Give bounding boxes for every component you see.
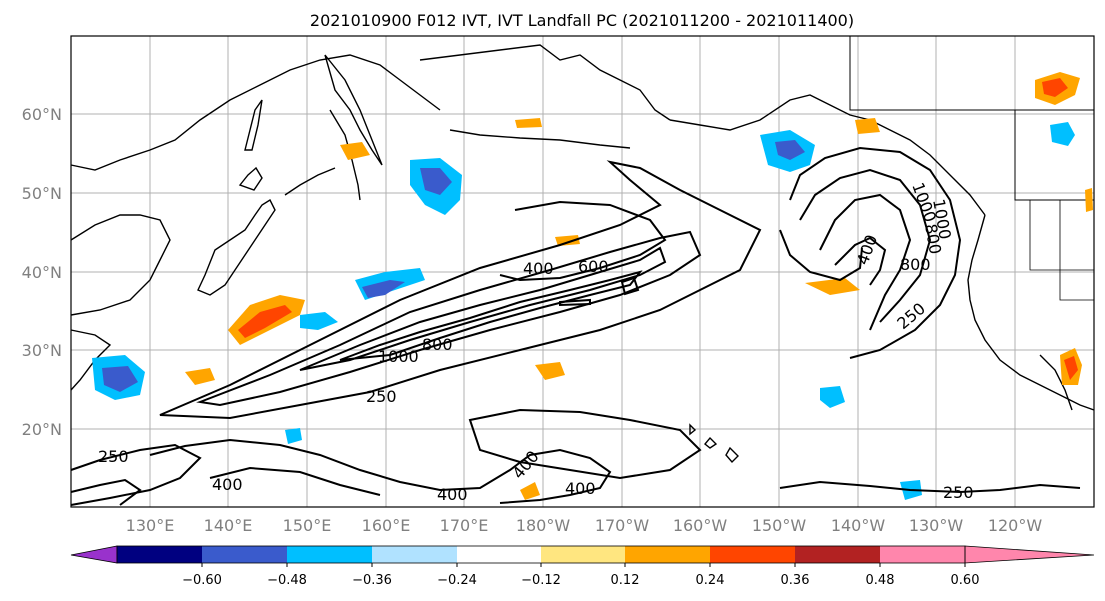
contour-label: 1000 xyxy=(378,347,419,366)
colorbar-tick-label: 0.24 xyxy=(696,573,725,588)
contour-label: 600 xyxy=(578,257,609,276)
colorbar-tick-label: 0.60 xyxy=(951,573,980,588)
lon-label: 150°E xyxy=(283,516,332,535)
colorbar-segment xyxy=(541,546,625,563)
colorbar-tick-label: −0.60 xyxy=(182,573,222,588)
colorbar-segment xyxy=(202,546,287,563)
colorbar-tick-label: 0.36 xyxy=(781,573,810,588)
lat-label: 50°N xyxy=(22,184,62,203)
lat-label: 60°N xyxy=(22,105,62,124)
colorbar-segment xyxy=(795,546,880,563)
lat-label: 40°N xyxy=(22,263,62,282)
colorbar-segment xyxy=(457,546,541,563)
contour-label: 800 xyxy=(900,255,931,274)
colorbar-tick-label: −0.12 xyxy=(521,573,561,588)
lon-label: 140°E xyxy=(204,516,253,535)
colorbar-ticks xyxy=(201,563,966,567)
lon-label: 140°W xyxy=(831,516,886,535)
contour-label: 400 xyxy=(437,485,468,504)
map-area: 400 600 800 1000 800 1000 250 400 800 10… xyxy=(70,35,1095,508)
lon-label: 170°E xyxy=(440,516,489,535)
contour-label: 400 xyxy=(565,479,596,498)
colorbar: −0.60 −0.48 −0.36 −0.24 −0.12 0.12 0.24 … xyxy=(70,545,1095,588)
pc-shading xyxy=(92,72,1093,500)
colorbar-extend-min xyxy=(70,545,118,564)
colorbar-segment xyxy=(625,546,710,563)
lon-label: 160°E xyxy=(362,516,411,535)
contour-label: 250 xyxy=(943,483,974,502)
colorbar-extend-max xyxy=(964,545,1095,564)
colorbar-segment xyxy=(372,546,457,563)
lon-label: 130°W xyxy=(909,516,964,535)
lon-label: 150°W xyxy=(752,516,807,535)
colorbar-tick-label: 0.48 xyxy=(866,573,895,588)
colorbar-tick-label: −0.36 xyxy=(352,573,392,588)
colorbar-segment xyxy=(880,546,965,563)
lon-label: 170°W xyxy=(595,516,650,535)
lat-label: 20°N xyxy=(22,420,62,439)
colorbar-segment xyxy=(117,546,202,563)
colorbar-tick-labels: −0.60 −0.48 −0.36 −0.24 −0.12 0.12 0.24 … xyxy=(182,573,979,588)
lon-label: 160°W xyxy=(673,516,728,535)
contour-label: 400 xyxy=(523,259,554,278)
lat-label: 30°N xyxy=(22,341,62,360)
lon-label: 120°W xyxy=(988,516,1043,535)
coastlines xyxy=(70,36,1095,464)
map-title: 2021010900 F012 IVT, IVT Landfall PC (20… xyxy=(310,11,854,30)
latitude-labels: 60°N 50°N 40°N 30°N 20°N xyxy=(22,105,62,439)
contour-label: 250 xyxy=(98,447,129,466)
colorbar-segment xyxy=(287,546,372,563)
lon-label: 180°W xyxy=(516,516,571,535)
colorbar-tick-label: 0.12 xyxy=(611,573,640,588)
contour-label: 250 xyxy=(366,387,397,406)
colorbar-tick-label: −0.48 xyxy=(267,573,307,588)
contour-label: 800 xyxy=(422,335,453,354)
colorbar-tick-label: −0.24 xyxy=(437,573,477,588)
colorbar-segment xyxy=(710,546,795,563)
ivt-contours xyxy=(70,146,1081,506)
longitude-labels: 130°E 140°E 150°E 160°E 170°E 180°W 170°… xyxy=(126,516,1043,535)
contour-label: 400 xyxy=(212,475,243,494)
lon-label: 130°E xyxy=(126,516,175,535)
